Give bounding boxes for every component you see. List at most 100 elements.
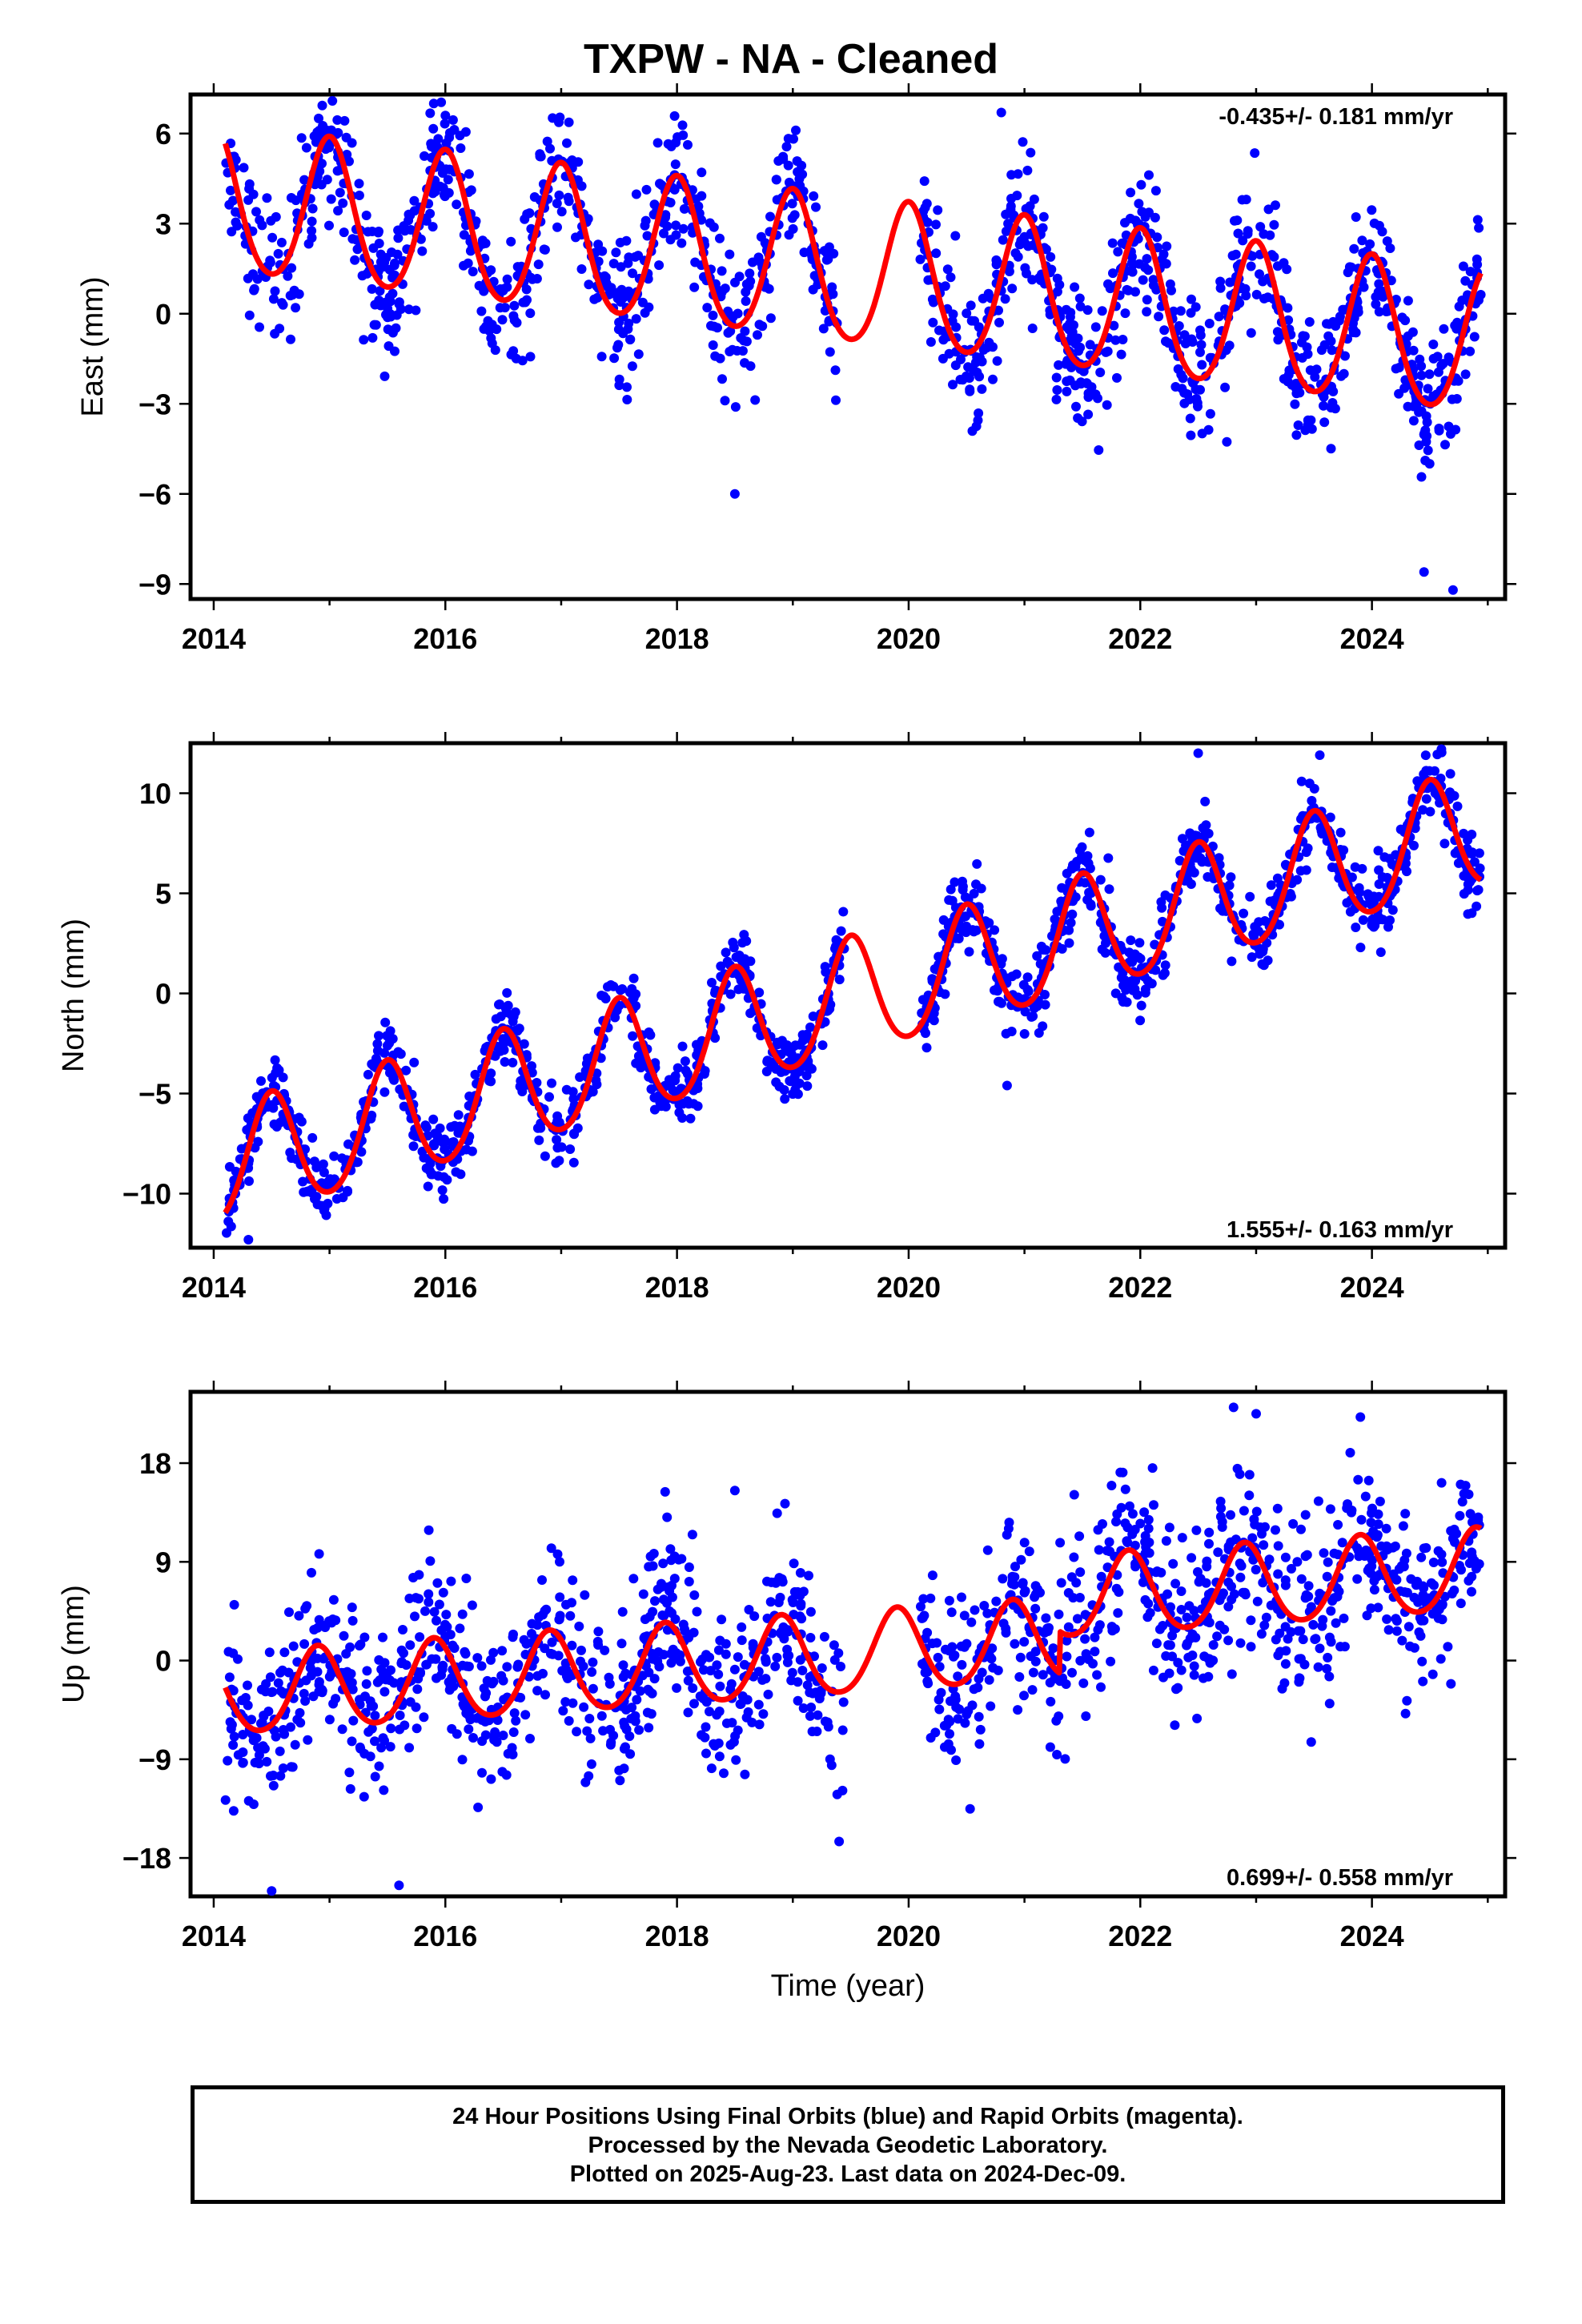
observation-point — [1081, 1711, 1091, 1721]
observation-point — [1193, 748, 1203, 758]
observation-point — [798, 1586, 809, 1597]
observation-point — [238, 1730, 248, 1739]
observation-point — [605, 1724, 615, 1735]
observation-point — [1108, 268, 1118, 279]
observation-point — [985, 1651, 995, 1661]
observation-point — [692, 1606, 702, 1617]
y-tick-label: −6 — [139, 478, 171, 511]
observation-point — [1473, 885, 1484, 895]
observation-point — [440, 191, 450, 202]
x-tick-label: 2014 — [182, 622, 246, 655]
observation-point — [486, 1076, 496, 1087]
observation-point — [1319, 400, 1328, 411]
observation-point — [299, 1187, 309, 1197]
observation-point — [1273, 1651, 1283, 1660]
observation-point — [994, 317, 1004, 328]
observation-point — [688, 1683, 698, 1693]
observation-point — [623, 324, 633, 334]
observation-point — [1296, 776, 1307, 786]
observation-point — [1228, 1402, 1239, 1413]
observation-point — [453, 1110, 464, 1120]
observation-point — [721, 1649, 731, 1659]
observation-point — [1001, 209, 1011, 219]
observation-point — [1052, 287, 1062, 297]
observation-point — [1452, 394, 1462, 404]
observation-point — [1018, 979, 1029, 990]
observation-point — [1227, 956, 1237, 967]
observation-point — [1215, 1496, 1226, 1506]
observation-point — [1355, 887, 1365, 898]
observation-point — [679, 203, 689, 214]
observation-point — [1072, 1614, 1082, 1624]
observation-point — [509, 1708, 520, 1719]
observation-point — [1214, 853, 1224, 863]
observation-point — [580, 1590, 590, 1600]
observation-point — [1166, 1602, 1175, 1612]
observation-point — [1305, 365, 1315, 376]
observation-point — [682, 1096, 693, 1106]
observation-point — [445, 1630, 456, 1640]
observation-point — [1204, 1527, 1215, 1538]
observation-point — [391, 310, 402, 320]
observation-point — [921, 1028, 930, 1039]
observation-point — [965, 1803, 975, 1814]
observation-point — [986, 1701, 996, 1711]
observation-point — [655, 179, 665, 189]
observation-point — [588, 1683, 598, 1694]
observation-point — [1162, 1589, 1173, 1599]
observation-point — [805, 1711, 815, 1721]
observation-point — [345, 1642, 355, 1652]
observation-point — [936, 1687, 946, 1698]
observation-point — [1030, 1603, 1041, 1614]
observation-point — [1186, 430, 1196, 440]
observation-point — [534, 1135, 544, 1145]
observation-point — [1196, 340, 1207, 350]
observation-point — [1075, 846, 1085, 856]
observation-point — [1283, 1634, 1293, 1644]
observation-point — [1400, 1708, 1411, 1719]
observation-point — [307, 216, 317, 227]
observation-point — [445, 1681, 456, 1691]
observation-point — [490, 1727, 500, 1737]
observation-point — [1015, 1652, 1026, 1663]
observation-point — [1434, 1604, 1444, 1614]
observation-point — [264, 1647, 275, 1658]
observation-point — [1412, 776, 1423, 786]
observation-point — [328, 1699, 339, 1709]
observation-point — [787, 1667, 797, 1678]
observation-point — [673, 1063, 683, 1073]
observation-point — [1139, 1507, 1150, 1518]
observation-point — [1143, 1598, 1154, 1609]
observation-point — [564, 117, 574, 127]
observation-point — [979, 1601, 990, 1610]
observation-point — [1213, 1547, 1223, 1558]
observation-point — [1040, 990, 1050, 999]
observation-point — [1344, 262, 1355, 272]
observation-point — [1145, 1608, 1155, 1618]
observation-point — [375, 1675, 385, 1685]
observation-point — [1090, 322, 1101, 332]
observation-point — [1318, 1614, 1328, 1625]
observation-point — [367, 1723, 377, 1734]
observation-point — [500, 1057, 510, 1067]
observation-point — [298, 1176, 308, 1187]
observation-point — [1263, 204, 1274, 215]
observation-point — [708, 310, 718, 320]
observation-point — [802, 1081, 813, 1092]
observation-point — [572, 1727, 582, 1737]
observation-point — [689, 1627, 699, 1638]
observation-point — [715, 233, 725, 243]
observation-point — [671, 220, 681, 231]
x-tick-label: 2018 — [645, 1271, 709, 1304]
observation-point — [677, 238, 687, 248]
observation-point — [691, 194, 701, 204]
observation-point — [1071, 401, 1081, 412]
x-tick-label: 2018 — [645, 1920, 709, 1952]
observation-point — [982, 1608, 993, 1618]
observation-point — [805, 1606, 816, 1617]
observation-point — [324, 142, 335, 151]
observation-point — [508, 346, 519, 356]
observation-point — [462, 1661, 472, 1671]
observation-point — [1136, 1000, 1146, 1011]
